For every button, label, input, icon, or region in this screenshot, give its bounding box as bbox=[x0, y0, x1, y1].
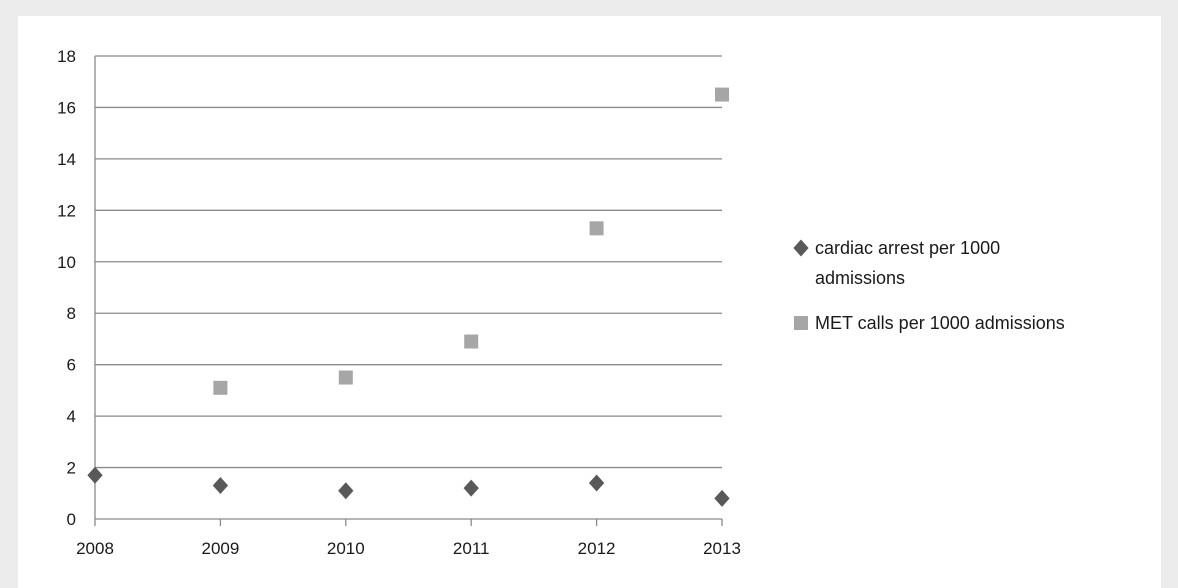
x-tick-label: 2009 bbox=[201, 539, 239, 558]
y-tick-label: 4 bbox=[67, 407, 76, 426]
legend-label: admissions bbox=[815, 268, 905, 288]
x-tick-label: 2013 bbox=[703, 539, 741, 558]
legend-diamond-marker bbox=[793, 239, 809, 257]
data-points bbox=[87, 87, 730, 507]
legend-square-marker bbox=[794, 316, 808, 330]
cardiac-arrest-point bbox=[87, 466, 103, 484]
y-tick-label: 18 bbox=[57, 47, 76, 66]
y-tick-label: 6 bbox=[67, 356, 76, 375]
y-tick-label: 12 bbox=[57, 201, 76, 220]
met-calls-point bbox=[338, 370, 353, 385]
y-tick-label: 14 bbox=[57, 150, 76, 169]
scatter-chart: 0 2 4 6 8 10 12 14 16 18 2008 2009 2010 2011 2012 2013… bbox=[57, 47, 1065, 558]
axes bbox=[94, 56, 723, 526]
y-tick-labels: 0 2 4 6 8 10 12 14 16 18 bbox=[57, 47, 76, 529]
cardiac-arrest-point bbox=[588, 474, 605, 492]
legend: cardiac arrest per 1000 admissions MET cal… bbox=[793, 238, 1065, 333]
met-calls-point bbox=[213, 380, 228, 395]
y-tick-label: 2 bbox=[67, 459, 76, 478]
y-tick-label: 0 bbox=[67, 510, 76, 529]
met-calls-point bbox=[464, 334, 479, 349]
met-calls-point bbox=[589, 221, 604, 236]
chart-panel: 0 2 4 6 8 10 12 14 16 18 2008 2009 2010 2011 2012 2013… bbox=[18, 16, 1161, 588]
x-tick-label: 2012 bbox=[578, 539, 616, 558]
legend-entry-2: MET calls per 1000 admissions bbox=[794, 313, 1065, 333]
x-tick-label: 2010 bbox=[327, 539, 365, 558]
cardiac-arrest-point bbox=[714, 489, 730, 507]
cardiac-arrest-point bbox=[338, 482, 354, 500]
gridlines bbox=[95, 55, 722, 469]
legend-entry-1: cardiac arrest per 1000 admissions bbox=[793, 238, 1000, 288]
x-tick-labels: 2008 2009 2010 2011 2012 2013 bbox=[76, 539, 741, 558]
cardiac-arrest-point bbox=[212, 477, 229, 495]
legend-label: MET calls per 1000 admissions bbox=[815, 313, 1065, 333]
x-tick-label: 2011 bbox=[453, 539, 490, 558]
y-tick-label: 10 bbox=[57, 253, 76, 272]
y-tick-label: 8 bbox=[67, 304, 76, 323]
x-tick-label: 2008 bbox=[76, 539, 114, 558]
cardiac-arrest-point bbox=[463, 479, 479, 497]
y-tick-label: 16 bbox=[57, 98, 76, 117]
legend-label: cardiac arrest per 1000 bbox=[815, 238, 1000, 258]
met-calls-point bbox=[715, 87, 729, 102]
